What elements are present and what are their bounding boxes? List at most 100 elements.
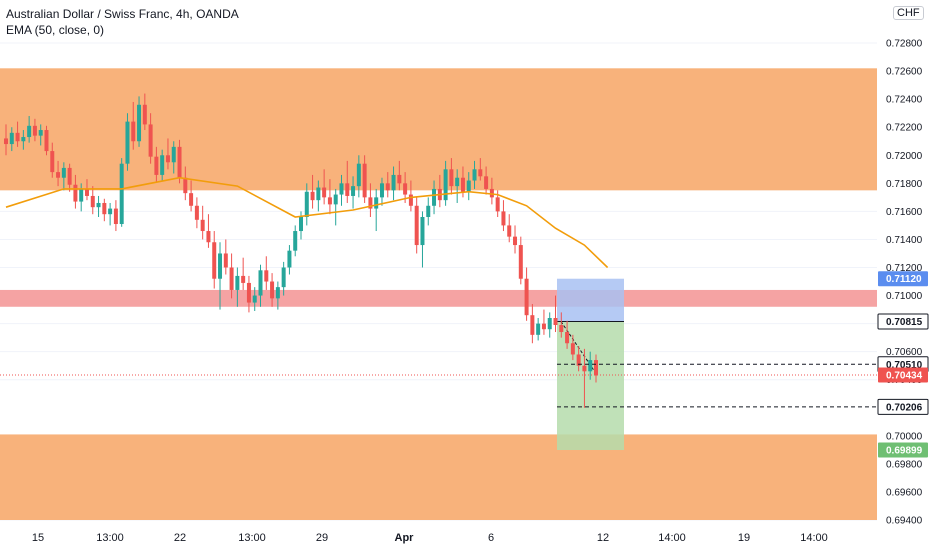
price-tick-label: 0.72800 [886, 39, 923, 50]
price-badge-level [877, 398, 929, 415]
candle-down [327, 197, 332, 205]
candle-up [21, 137, 26, 142]
dashed-levels-layer [0, 363, 877, 408]
time-tick-label: 6 [488, 532, 494, 544]
candle-down [501, 211, 506, 226]
price-badge-label: 0.71120 [886, 274, 922, 285]
candle-up [137, 104, 142, 142]
time-tick-label: 15 [32, 532, 44, 544]
time-tick-label: 13:00 [96, 532, 124, 544]
position-tool[interactable] [557, 278, 624, 451]
time-axis-bg [0, 528, 877, 550]
price-badge-label: 0.70206 [886, 402, 923, 413]
candle-up [420, 217, 425, 246]
price-badge-label: 0.69899 [886, 446, 923, 457]
candle-down [246, 282, 251, 303]
candle-down [90, 195, 95, 208]
candle-down [44, 130, 49, 152]
candle-up [299, 217, 303, 232]
candle-up [275, 287, 280, 299]
time-tick-label: 19 [738, 532, 750, 544]
candle-down [484, 176, 489, 189]
candle-down [513, 236, 518, 246]
candle-down [322, 187, 327, 198]
resistance-zone [0, 68, 877, 191]
candle-down [368, 197, 373, 209]
price-badge-label: 0.70434 [886, 370, 923, 381]
candle-down [206, 231, 211, 243]
currency-badge[interactable]: CHF [893, 6, 924, 20]
candle-down [32, 125, 37, 136]
candle-down [362, 163, 367, 198]
candle-up [160, 155, 165, 175]
candle-up [281, 267, 286, 288]
price-badge-entry [877, 313, 929, 330]
pivot-zone [0, 289, 877, 307]
candle-down [229, 267, 234, 290]
candle-down [56, 172, 61, 178]
candle-down [131, 121, 136, 142]
candle-up [258, 270, 263, 296]
candle-down [570, 343, 575, 355]
candle-down [264, 270, 269, 282]
candle-down [553, 318, 558, 326]
candle-down [4, 138, 8, 145]
price-tick-label: 0.72000 [886, 151, 923, 162]
candle-up [125, 121, 130, 164]
candle-down [113, 208, 118, 225]
candle-up [108, 208, 113, 215]
candle-down [559, 325, 564, 333]
price-tick-label: 0.71000 [886, 291, 923, 302]
candle-down [594, 360, 598, 376]
candle-down [270, 281, 275, 299]
time-tick-label: 14:00 [658, 532, 686, 544]
candle-down [403, 183, 408, 195]
candle-up [333, 194, 338, 205]
time-tick-label: 29 [316, 532, 328, 544]
candle-down [102, 202, 107, 215]
candle-up [443, 169, 448, 201]
symbol-title: Australian Dollar / Swiss Franc, 4h, OAN… [6, 7, 239, 21]
candle-down [478, 169, 483, 177]
candle-up [316, 187, 321, 201]
candle-down [200, 219, 205, 232]
candle-down [524, 278, 529, 316]
candle-down [241, 275, 246, 283]
candle-down [142, 104, 147, 125]
price-badge-stop [878, 271, 928, 287]
candle-up [455, 177, 460, 187]
candle-down [507, 225, 512, 237]
candle-down [576, 354, 581, 366]
price-tick-label: 0.69400 [886, 516, 923, 527]
time-tick-label: 14:00 [800, 532, 828, 544]
price-tick-label: 0.72200 [886, 123, 923, 134]
candle-down [408, 194, 413, 206]
price-badge-label: 0.70510 [886, 360, 923, 371]
candle-up [391, 174, 396, 191]
candle-down [495, 197, 500, 212]
candle-up [61, 167, 66, 178]
price-tick-label: 0.70600 [886, 347, 923, 358]
time-tick-label: Apr [395, 532, 415, 544]
price-tick-label: 0.71400 [886, 235, 923, 246]
candle-down [15, 132, 20, 142]
candle-down [148, 124, 153, 157]
price-tick-label: 0.69800 [886, 459, 923, 470]
candle-down [582, 365, 587, 372]
candle-up [426, 205, 431, 217]
time-axis[interactable]: 15 13:00 22 13:00 29 Apr 6 12 14:00 19 14:00 [0, 528, 877, 550]
price-tick-label: 0.71600 [886, 207, 923, 218]
time-tick-label: 13:00 [238, 532, 266, 544]
price-tick-label: 0.71200 [886, 263, 923, 274]
candle-down [449, 169, 454, 187]
candle-down [189, 193, 194, 206]
price-badge-label: 0.70815 [886, 317, 923, 328]
candle-up [287, 250, 292, 268]
candle-up [218, 253, 223, 279]
candle-down [212, 242, 217, 279]
price-badge-target [878, 442, 928, 458]
candle-up [536, 323, 541, 335]
candle-up [466, 180, 471, 192]
